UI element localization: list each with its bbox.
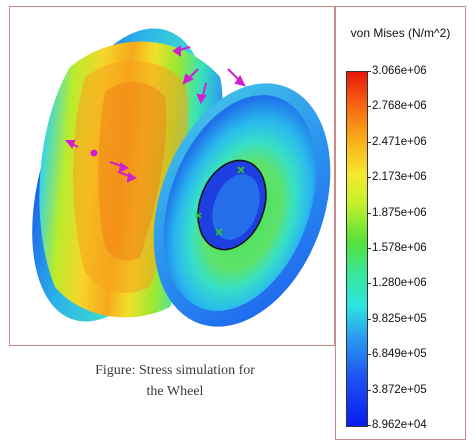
stress-band-peak bbox=[98, 81, 167, 261]
legend-title: von Mises (N/m^2) bbox=[350, 26, 451, 40]
legend-tick-label: 1.280e+06 bbox=[367, 277, 427, 290]
legend-colorbar bbox=[346, 71, 368, 427]
bore-inner bbox=[212, 174, 260, 240]
stress-legend: von Mises (N/m^2) 3.066e+06 2.768e+06 2.47… bbox=[335, 6, 466, 440]
legend-tick-label: 2.173e+06 bbox=[367, 171, 427, 184]
legend-tick-label: 2.471e+06 bbox=[367, 135, 427, 148]
load-arrows bbox=[64, 45, 246, 183]
legend-ticks: 3.066e+06 2.768e+06 2.471e+06 2.173e+06 1.87… bbox=[367, 7, 464, 439]
wheel-stress-render bbox=[32, 28, 331, 327]
legend-tick-label: 1.875e+06 bbox=[367, 206, 427, 219]
legend-tick-label: 6.849e+05 bbox=[367, 348, 427, 361]
legend-tick-label: 8.962e+04 bbox=[367, 419, 427, 431]
figure-caption: Figure: Stress simulation for the Wheel bbox=[40, 360, 310, 402]
fixture-markers bbox=[195, 166, 245, 236]
legend-tick-label: 2.768e+06 bbox=[367, 100, 427, 113]
legend-tick-label: 3.872e+05 bbox=[367, 383, 427, 396]
caption-line-2: the Wheel bbox=[146, 384, 204, 399]
legend-tick-label: 9.825e+05 bbox=[367, 312, 427, 325]
stress-plot-viewport bbox=[9, 6, 335, 346]
legend-tick-label: 1.578e+06 bbox=[367, 242, 427, 254]
legend-tick-label: 3.066e+06 bbox=[367, 65, 427, 77]
caption-line-1: Figure: Stress simulation for bbox=[95, 363, 255, 378]
